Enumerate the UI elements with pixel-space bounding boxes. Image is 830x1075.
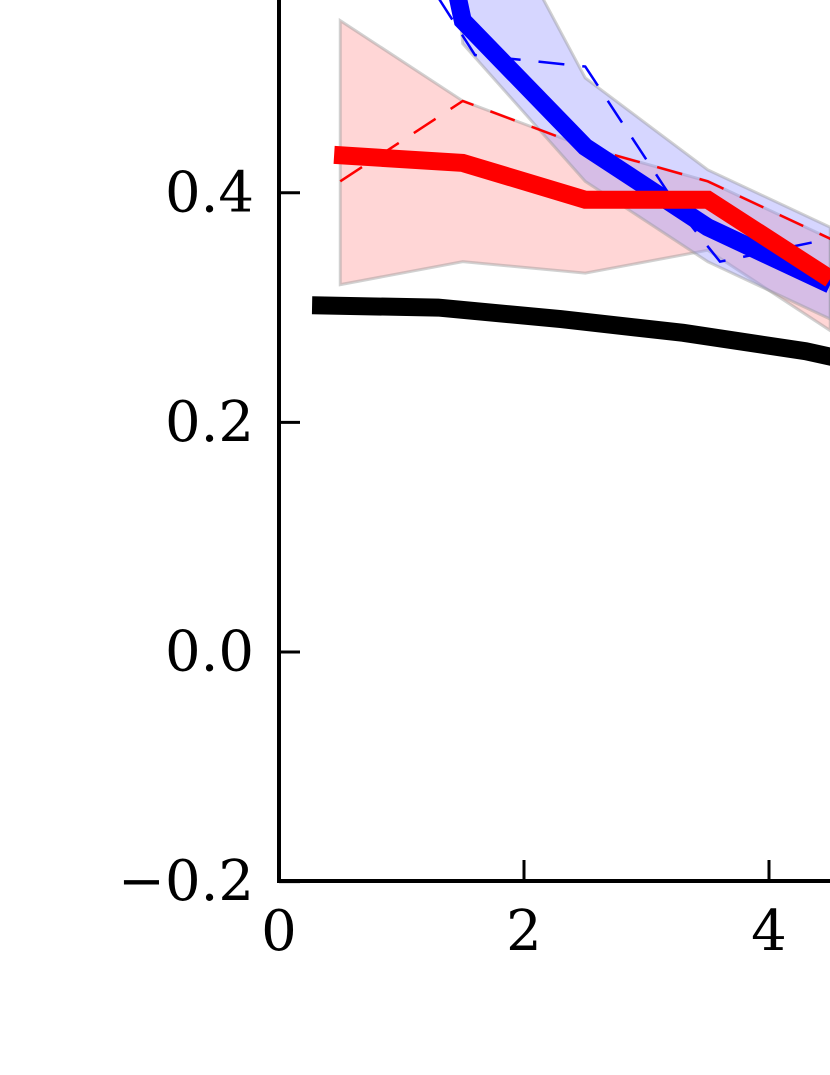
series-line-1 [311,296,830,366]
x-tick-label: 0 [261,899,297,964]
series-line-4 [449,0,830,293]
series-line-2 [438,0,830,264]
axes: −0.2 0.0 0.2 0.4 0 2 4 [118,0,830,964]
plot-area [311,0,830,366]
y-tick-label: 0.4 [165,160,254,225]
x-tick-label: 2 [506,899,542,964]
y-tick-label: 0.0 [165,620,254,685]
y-tick-label: −0.2 [118,849,254,914]
y-tick-label: 0.2 [165,390,254,455]
series-line-5 [333,145,830,287]
x-tick-label: 4 [751,899,787,964]
